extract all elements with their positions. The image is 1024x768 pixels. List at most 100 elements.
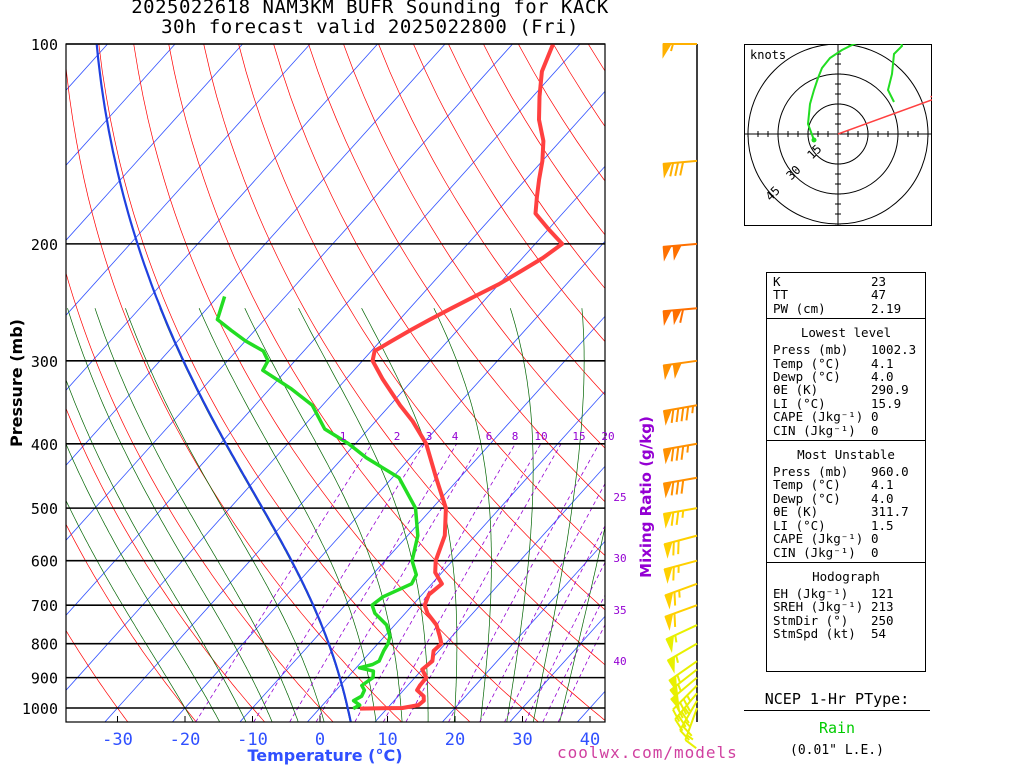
temperature-profile-line (359, 44, 565, 711)
stat-value: 1.5 (871, 517, 894, 533)
wind-barb-pennant (662, 162, 672, 179)
wind-barb (679, 700, 698, 741)
stat-label: θE (K) (773, 382, 819, 398)
sounding-indices-panel: K 23 TT 47 PW (cm) 2.19 Lowest level Press … (766, 272, 926, 672)
mixing-ratio-line (448, 443, 600, 722)
temperature-tick-label: -10 (237, 730, 268, 750)
mixing-ratio-label: 30 (613, 552, 626, 565)
wind-barb-pennant (664, 613, 674, 631)
stat-row: CIN (Jkg⁻¹) 0 (773, 545, 925, 559)
pressure-tick-label: 400 (31, 436, 58, 454)
dry-adiabat-line (66, 629, 129, 722)
skew-t-diagram: 1 2 3 4 6 8 10 15 202530354010020030040050060070… (7, 36, 740, 765)
parcel-trace-line (95, 44, 352, 722)
dry-adiabat-line (517, 44, 605, 182)
wind-barb-half-flag (670, 43, 674, 52)
hodograph-units-label: knots (750, 48, 786, 62)
stat-value: 0 (871, 531, 879, 547)
stat-label: Press (mb) (773, 464, 849, 480)
stat-value: 0 (871, 409, 879, 425)
wind-barb (666, 642, 698, 674)
stat-value: 121 (871, 585, 894, 601)
wind-barb-flag (680, 446, 685, 460)
precip-type-panel: NCEP 1-Hr PType: Rain (0.01" L.E.) (744, 690, 930, 758)
wind-barb-flag (673, 613, 677, 627)
wind-barb-flag (670, 447, 675, 462)
stat-label: Temp (°C) (773, 355, 841, 371)
isotherm-line (66, 44, 378, 391)
dry-adiabat-line (728, 44, 740, 722)
wind-barb-half-flag (686, 734, 694, 741)
stat-row: LI (°C) 15.9 (773, 396, 925, 410)
stat-label: SREH (Jkg⁻¹) (773, 599, 864, 615)
isotherm-line (307, 390, 605, 722)
hodograph-section: Hodograph EH (Jkg⁻¹) 121 SREH (Jkg⁻¹) 213 … (767, 563, 925, 644)
moist-adiabat-line (125, 308, 325, 722)
wind-barb-pennant (662, 447, 673, 465)
most-unstable-section: Most Unstable Press (mb) 960.0 Temp (°C) 4… (767, 441, 925, 563)
stat-row: Press (mb) 1002.3 (773, 342, 925, 358)
isotherm-line (442, 540, 605, 722)
wind-barb-flag (670, 481, 675, 496)
mixing-ratio-line (253, 443, 425, 722)
mixing-ratio-line (354, 443, 516, 722)
wind-barb-pennant (665, 635, 675, 654)
stat-row: LI (°C) 1.5 (773, 517, 925, 533)
mixing-ratio-line (382, 443, 542, 722)
dry-adiabat-line (308, 44, 605, 503)
wind-barb-flag (670, 512, 675, 526)
dry-adiabat-line (98, 44, 471, 722)
stat-label: StmSpd (kt) (773, 626, 856, 642)
stat-row: StmDir (°) 250 (773, 612, 925, 628)
isotherm-line (712, 44, 740, 722)
moist-adiabat-line (67, 308, 273, 722)
stat-label: Press (mb) (773, 342, 849, 358)
temperature-tick-label: 10 (377, 730, 397, 750)
wind-barb-flag (677, 714, 687, 728)
wind-barb-half-flag (676, 674, 681, 683)
mixing-ratio-label: 2 (394, 430, 401, 443)
wind-barb-pennant (662, 363, 673, 381)
stat-label: StmDir (°) (773, 612, 849, 628)
stat-value: 47 (871, 287, 887, 303)
source-credit: coolwx.com/models (557, 743, 738, 762)
wind-barb-pennant (662, 309, 672, 326)
temperature-tick-label: 40 (580, 730, 600, 750)
wind-barb-flag (674, 718, 684, 732)
stat-label: Dewp (°C) (773, 369, 841, 385)
moist-adiabat-line (506, 308, 534, 722)
dry-adiabat-line (66, 407, 266, 722)
stat-label: K (773, 274, 781, 289)
wind-barb-flag (674, 162, 680, 177)
storm-motion-vector (837, 98, 932, 135)
stat-row: θE (K) 290.9 (773, 382, 925, 398)
wind-barb-flag (670, 409, 675, 424)
wind-barb-flag (684, 739, 697, 749)
mixing-ratio-line (504, 524, 605, 722)
lowest-level-header: Lowest level (800, 325, 892, 341)
temperature-tick-label: 20 (445, 730, 465, 750)
stat-row: Dewp (°C) 4.0 (773, 491, 925, 505)
stat-value: 250 (871, 612, 894, 628)
wind-barb-flag (673, 591, 677, 606)
stat-value: 4.1 (871, 477, 894, 493)
stat-row: Dewp (°C) 4.0 (773, 369, 925, 385)
wind-barb-pennant (668, 675, 678, 694)
hodograph-start-point (811, 137, 817, 143)
pressure-tick-label: 900 (31, 670, 58, 688)
isotherm-line (645, 44, 740, 722)
lowest-level-section: Lowest level Press (mb) 1002.3 Temp (°C) 4… (767, 319, 925, 442)
wind-barb-pennant (664, 591, 674, 610)
temperature-tick-label: 0 (315, 730, 325, 750)
wind-barb-pennant (672, 309, 682, 326)
stat-row: Press (mb) 960.0 (773, 464, 925, 480)
moist-adiabat-line (66, 378, 247, 722)
wind-barb-flag (669, 162, 675, 177)
wind-barb-staff (674, 692, 698, 720)
wind-barb (662, 507, 698, 529)
temperature-tick-label: -30 (102, 730, 133, 750)
mixing-ratio-label: 3 (426, 430, 433, 443)
dry-adiabat-line (343, 44, 605, 449)
wind-barb-pennant (666, 655, 676, 674)
pressure-tick-label: 300 (31, 353, 58, 371)
